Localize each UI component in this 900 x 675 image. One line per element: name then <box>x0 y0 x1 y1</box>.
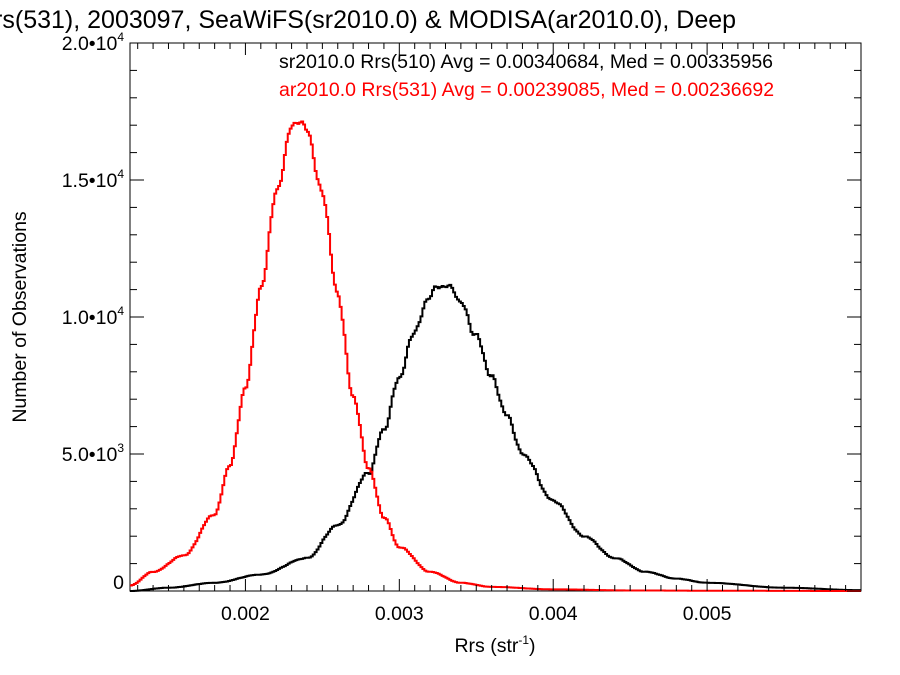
series-line-1 <box>130 120 861 592</box>
tick-layer: 0.002 0.003 0.004 0.00505.0•1031.0•1041.5•1… <box>62 30 861 625</box>
x-axis-label: Rrs (str-1) <box>454 633 535 657</box>
plot-frame <box>129 42 862 592</box>
y-tick-exponent: 4 <box>117 30 124 44</box>
x-axis-label-close: ) <box>529 635 536 657</box>
x-axis-label-superscript: -1 <box>518 633 529 647</box>
x-axis-label-text: Rrs (str <box>454 635 518 657</box>
y-tick-label: 1.0•104 <box>62 304 125 329</box>
y-tick-exponent: 4 <box>117 304 124 318</box>
y-tick-label: 5.0•103 <box>62 441 125 466</box>
y-tick-mantissa: 5.0•10 <box>62 444 118 466</box>
plot-area: 0.002 0.003 0.004 0.00505.0•1031.0•1041.5•1… <box>62 30 862 625</box>
y-tick-label: 2.0•104 <box>62 30 125 55</box>
y-tick-label: 1.5•104 <box>62 167 125 192</box>
legend-entry-sr2010: sr2010.0 Rrs(510) Avg = 0.00340684, Med … <box>279 51 773 73</box>
y-tick-mantissa: 1.0•10 <box>62 307 118 329</box>
chart-title: Rrs(531), 2003097, SeaWiFS(sr2010.0) & M… <box>0 6 736 34</box>
y-axis-label: Number of Observations <box>9 211 31 423</box>
y-tick-label: 0 <box>113 572 124 594</box>
y-tick-exponent: 4 <box>117 167 124 181</box>
legend-entry-ar2010: ar2010.0 Rrs(531) Avg = 0.00239085, Med … <box>279 79 774 101</box>
series-layer <box>130 120 861 592</box>
x-tick-label: 0.005 <box>683 603 732 625</box>
legend: sr2010.0 Rrs(510) Avg = 0.00340684, Med … <box>279 51 774 101</box>
y-tick-mantissa: 1.5•10 <box>62 170 118 192</box>
y-tick-mantissa: 2.0•10 <box>62 33 118 55</box>
y-tick-exponent: 3 <box>117 441 124 455</box>
x-tick-label: 0.003 <box>375 603 424 625</box>
x-tick-label: 0.004 <box>529 603 578 625</box>
x-tick-label: 0.002 <box>221 603 270 625</box>
y-tick-mantissa: 0 <box>113 572 124 594</box>
series-line-0 <box>130 283 861 592</box>
